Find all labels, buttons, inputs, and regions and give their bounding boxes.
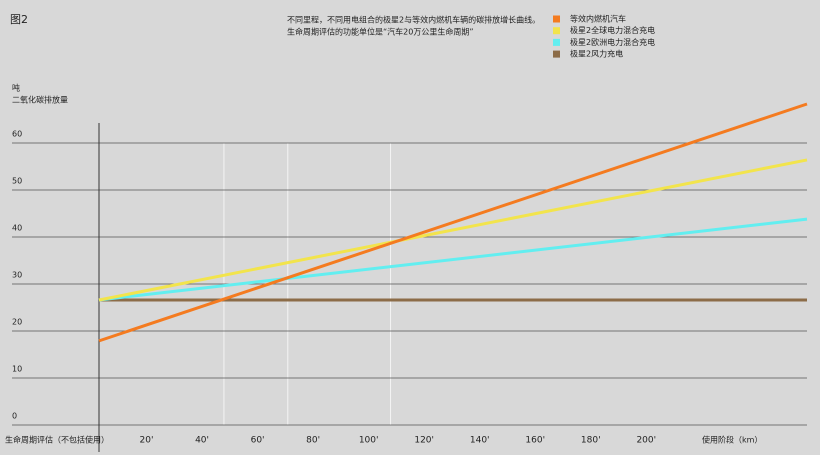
x-tick-label: 60': [251, 436, 265, 446]
x-tick-label: 100': [359, 436, 379, 446]
y-tick-label: 0: [12, 412, 17, 421]
line: [98, 158, 808, 302]
legend-swatch: [553, 27, 560, 35]
y-axis-label: 二氧化碳排放量: [12, 95, 68, 105]
y-tick-label: 30: [12, 271, 22, 280]
x-tick-label: 40': [195, 436, 209, 446]
legend-label: 极星2欧洲电力混合充电: [570, 37, 655, 47]
y-axis-label: 吨: [12, 83, 20, 93]
y-tick-label: 60: [12, 130, 22, 139]
subtitle: 不同里程，不同用电组合的极星2与等效内燃机车辆的碳排放增长曲线。: [287, 15, 540, 25]
x-tick-label: 180': [581, 436, 601, 446]
subtitle: 生命周期评估的功能单位是“汽车20万公里生命周期”: [287, 27, 473, 37]
y-tick-label: 50: [12, 177, 22, 186]
x-origin-label: 生命周期评估（不包括使用）: [5, 435, 109, 445]
legend-swatch: [553, 50, 560, 58]
x-tick-label: 140': [470, 436, 490, 446]
legend-swatch: [553, 15, 560, 23]
chart-title: 图2: [10, 13, 28, 26]
legend-swatch: [553, 38, 560, 46]
line: [98, 217, 808, 302]
y-tick-label: 20: [12, 318, 22, 327]
y-tick-label: 10: [12, 365, 22, 374]
legend-label: 极星2全球电力混合充电: [570, 25, 655, 35]
x-tick-label: 160': [525, 436, 545, 446]
x-axis-label: 使用阶段（km）: [702, 435, 762, 445]
x-tick-label: 20': [140, 436, 154, 446]
x-tick-label: 120': [414, 436, 434, 446]
y-tick-label: 40: [12, 224, 22, 233]
x-tick-label: 80': [306, 436, 320, 446]
line: [98, 102, 808, 343]
legend-label: 极星2风力充电: [570, 49, 623, 59]
x-tick-label: 200': [636, 436, 656, 446]
legend-label: 等效内燃机汽车: [570, 14, 626, 24]
